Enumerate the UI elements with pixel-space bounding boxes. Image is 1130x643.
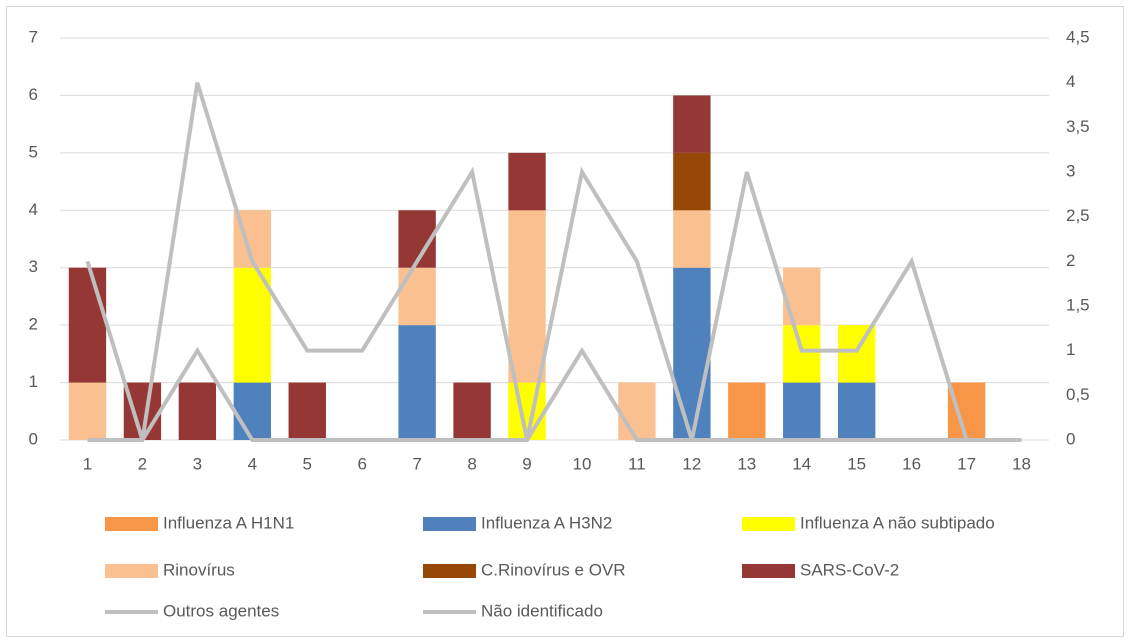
x-tick-label: 4 [248,454,257,473]
x-tick-label: 2 [138,454,147,473]
legend-swatch [423,517,476,531]
x-tick-label: 15 [847,454,866,473]
bar [838,325,876,383]
x-tick-label: 11 [628,454,646,473]
bar [68,267,107,383]
bar [398,325,436,440]
bar [233,382,271,440]
bar [673,95,711,153]
bar [68,382,107,440]
x-tick-label: 8 [467,454,476,473]
x-tick-label: 12 [682,454,701,473]
legend-swatch [105,517,158,531]
y-tick-label: 2 [29,315,38,334]
line [87,346,1022,442]
x-tick-label: 16 [902,454,921,473]
x-tick-label: 6 [357,454,366,473]
y-tick-label: 4 [29,200,38,219]
x-tick-label: 7 [412,454,421,473]
legend-label: C.Rinovírus e OVR [481,560,626,579]
y2-tick-label: 1 [1066,340,1075,359]
y2-tick-label: 2,5 [1066,206,1090,225]
legend-label: SARS-CoV-2 [800,560,899,579]
legend-label: Influenza A H3N2 [481,513,612,532]
bar [838,382,876,440]
bar [288,382,326,440]
y-tick-label: 3 [29,257,38,276]
bar [728,382,766,440]
y-tick-label: 5 [29,142,38,161]
bar [233,267,271,383]
x-tick-label: 3 [193,454,202,473]
legend-label: Rinovírus [163,560,235,579]
legend-label: Não identificado [481,601,603,620]
y-tick-label: 0 [29,429,38,448]
x-tick-label: 9 [522,454,531,473]
x-tick-label: 14 [792,454,811,473]
y-tick-label: 6 [29,85,38,104]
line [85,82,1022,442]
legend-swatch [742,564,795,578]
y-tick-label: 1 [29,372,38,391]
legend-swatch [423,564,476,578]
legend-swatch [742,517,795,531]
y-tick-label: 7 [29,27,38,46]
bar [508,210,546,383]
y2-tick-label: 3 [1066,161,1075,180]
x-tick-label: 13 [737,454,756,473]
bar [947,382,986,440]
x-tick-label: 10 [573,454,592,473]
bar [673,152,711,211]
x-tick-label: 5 [303,454,312,473]
y2-tick-label: 3,5 [1066,117,1090,136]
x-tick-label: 18 [1012,454,1031,473]
bar [618,382,656,440]
chart-border [6,6,1124,637]
bar [398,267,436,326]
legend-label: Influenza A H1N1 [163,513,294,532]
bar [508,152,546,211]
y2-tick-label: 0 [1066,429,1075,448]
y2-tick-label: 0,5 [1066,385,1090,404]
y2-tick-label: 2 [1066,251,1075,270]
bar [783,267,821,326]
y2-tick-label: 4,5 [1066,27,1090,46]
bar [783,325,821,383]
legend-label: Outros agentes [163,601,279,620]
bar [783,382,821,440]
bar [673,210,711,268]
bar [673,267,711,440]
legend-label: Influenza A não subtipado [800,513,995,532]
x-tick-label: 17 [957,454,976,473]
x-tick-label: 1 [83,454,92,473]
legend-swatch [105,564,158,578]
bar [178,382,217,440]
bar [453,382,491,440]
y2-tick-label: 4 [1066,72,1075,91]
y2-tick-label: 1,5 [1066,295,1090,314]
